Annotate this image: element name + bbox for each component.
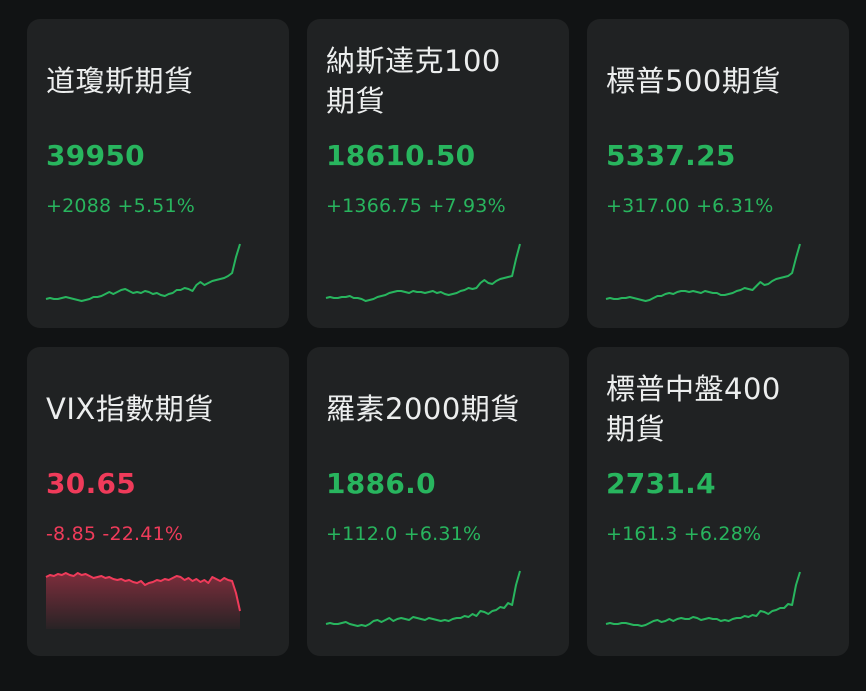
futures-card-russell2000[interactable]: 羅素2000期貨 1886.0 +112.0 +6.31% — [307, 347, 569, 656]
change-percent: +6.31% — [403, 523, 482, 545]
sparkline-line — [45, 572, 241, 612]
futures-card-sp-midcap400[interactable]: 標普中盤400期貨 2731.4 +161.3 +6.28% — [587, 347, 849, 656]
sparkline-chart — [325, 570, 521, 627]
card-price: 1886.0 — [326, 467, 436, 500]
sparkline-line — [45, 243, 241, 302]
change-value: +317.00 — [606, 195, 690, 217]
change-percent: +7.93% — [428, 195, 506, 217]
change-percent: +6.28% — [683, 523, 762, 545]
futures-card-dow[interactable]: 道瓊斯期貨 39950 +2088 +5.51% — [27, 19, 289, 328]
card-change: +161.3 +6.28% — [606, 521, 761, 547]
card-change: +2088 +5.51% — [46, 193, 195, 219]
card-title: 納斯達克100期貨 — [326, 44, 501, 118]
change-value: +1366.75 — [326, 195, 423, 217]
sparkline-line — [325, 243, 521, 302]
futures-card-sp500[interactable]: 標普500期貨 5337.25 +317.00 +6.31% — [587, 19, 849, 328]
card-price: 18610.50 — [326, 139, 476, 172]
sparkline-chart — [605, 243, 801, 302]
change-percent: +6.31% — [696, 195, 774, 217]
card-change: +317.00 +6.31% — [606, 193, 774, 219]
card-change: +112.0 +6.31% — [326, 521, 481, 547]
sparkline-area — [46, 573, 240, 629]
card-price: 2731.4 — [606, 467, 716, 500]
futures-card-vix[interactable]: VIX指數期貨 30.65 -8.85 -22.41% — [27, 347, 289, 656]
futures-card-nasdaq100[interactable]: 納斯達克100期貨 18610.50 +1366.75 +7.93% — [307, 19, 569, 328]
card-title: 道瓊斯期貨 — [46, 64, 194, 98]
change-value: +112.0 — [326, 523, 398, 545]
card-title: 標普中盤400期貨 — [606, 372, 781, 446]
change-percent: -22.41% — [102, 523, 184, 545]
change-value: +2088 — [46, 195, 112, 217]
change-value: +161.3 — [606, 523, 678, 545]
sparkline-chart — [45, 572, 241, 629]
card-change: -8.85 -22.41% — [46, 521, 183, 547]
card-price: 5337.25 — [606, 139, 736, 172]
card-title: 標普500期貨 — [606, 64, 781, 98]
card-price: 30.65 — [46, 467, 137, 500]
card-price: 39950 — [46, 139, 145, 172]
sparkline-line — [325, 570, 521, 627]
card-title: VIX指數期貨 — [46, 392, 214, 426]
sparkline-chart — [605, 571, 801, 627]
change-value: -8.85 — [46, 523, 97, 545]
sparkline-line — [605, 243, 801, 302]
card-change: +1366.75 +7.93% — [326, 193, 506, 219]
sparkline-chart — [45, 243, 241, 302]
card-title: 羅素2000期貨 — [326, 392, 520, 426]
change-percent: +5.51% — [117, 195, 196, 217]
sparkline-line — [605, 571, 801, 627]
sparkline-chart — [325, 243, 521, 302]
